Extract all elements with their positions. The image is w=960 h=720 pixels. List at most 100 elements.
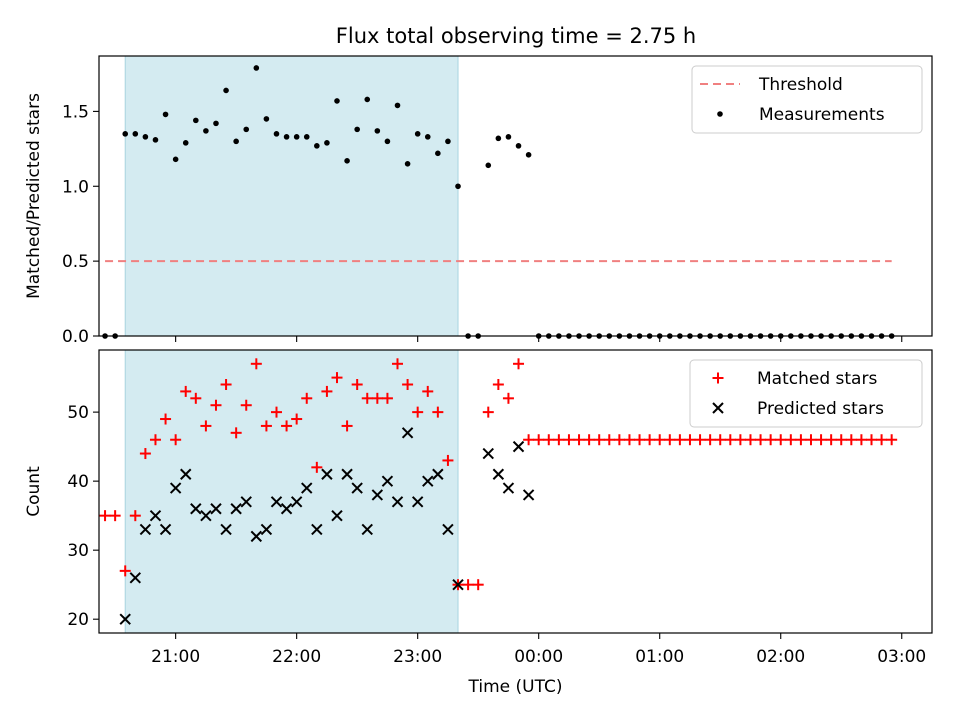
matched-star-point — [381, 392, 393, 404]
top-y-ticks: 0.0 0.5 1.0 1.5 — [62, 102, 99, 347]
matched-star-point — [613, 434, 625, 446]
matched-star-point — [603, 434, 615, 446]
predicted-star-point — [502, 482, 515, 494]
matched-star-point — [432, 406, 444, 418]
measurement-point — [354, 126, 360, 133]
measurement-point — [273, 131, 280, 137]
matched-star-point — [321, 385, 333, 397]
top-observing-span — [124, 55, 459, 337]
matched-star-point — [845, 434, 857, 446]
predicted-star-point — [200, 509, 212, 522]
matched-star-point — [392, 358, 404, 370]
predicted-star-point — [442, 523, 454, 536]
matched-star-point — [281, 420, 293, 432]
measurement-point — [455, 183, 461, 190]
bottom-x-axis-label: Time (UTC) — [468, 677, 563, 697]
predicted-star-point — [341, 468, 353, 480]
predicted-star-point — [290, 496, 303, 508]
predicted-star-point — [301, 482, 313, 494]
matched-star-point — [422, 385, 434, 397]
matched-star-point — [99, 510, 111, 522]
matched-star-point — [543, 434, 555, 446]
matched-star-point — [623, 434, 635, 446]
measurement-point — [283, 134, 290, 140]
matched-star-point — [714, 434, 726, 446]
chart-title: Flux total observing time = 2.75 h — [336, 24, 696, 48]
predicted-star-point — [169, 482, 182, 494]
measurement-point — [364, 96, 371, 103]
measurement-point — [495, 135, 502, 142]
predicted-star-point — [512, 440, 525, 453]
matched-star-point — [170, 434, 182, 446]
matched-star-point — [674, 434, 686, 446]
measurement-point — [334, 98, 340, 104]
matched-star-point — [220, 379, 232, 391]
bottom-x-ticks: 21:00 22:00 23:00 00:00 01:00 02:00 03:00 — [151, 633, 926, 667]
measurement-point — [122, 131, 129, 137]
matched-star-point — [230, 427, 242, 439]
x-tick-label: 01:00 — [635, 647, 684, 667]
bottom-observing-span — [124, 349, 459, 634]
bottom-legend: Matched stars Predicted stars — [689, 359, 923, 428]
bottom-marks — [99, 358, 898, 625]
measurement-point — [182, 140, 189, 146]
legend-box — [691, 65, 923, 134]
matched-star-point — [664, 434, 676, 446]
matched-star-point — [744, 434, 756, 446]
measurement-point — [374, 128, 381, 134]
matched-star-point — [815, 434, 827, 446]
measurement-point — [435, 150, 441, 157]
measurement-point — [193, 117, 199, 124]
matched-star-point — [573, 434, 585, 446]
matched-star-point — [583, 434, 595, 446]
predicted-star-point — [260, 523, 273, 536]
predicted-star-point — [331, 509, 343, 522]
matched-star-point — [301, 392, 313, 404]
matched-star-point — [724, 434, 736, 446]
legend-entry: Matched stars — [712, 369, 877, 389]
matched-star-point — [553, 434, 565, 446]
predicted-star-point — [280, 503, 293, 515]
predicted-star-point — [210, 503, 222, 515]
predicted-star-point — [311, 523, 323, 536]
measurement-point — [505, 134, 512, 140]
measurement-point — [314, 143, 320, 149]
measurement-point — [142, 134, 149, 140]
predicted-star-point — [230, 503, 242, 515]
predicted-star-point — [381, 475, 394, 487]
predicted-star-point — [422, 475, 434, 487]
measurement-point — [404, 161, 411, 167]
bottom-y-axis-label: Count — [24, 466, 44, 517]
matched-star-point — [331, 372, 343, 384]
legend-label: Matched stars — [757, 369, 877, 389]
y-tick-label: 40 — [67, 472, 89, 492]
predicted-star-point — [492, 468, 505, 480]
matched-star-point — [654, 434, 666, 446]
x-tick-label: 22:00 — [272, 647, 321, 667]
matched-star-point — [795, 434, 807, 446]
legend-matched-swatch — [712, 372, 724, 384]
matched-star-point — [129, 510, 141, 522]
legend-entry: Predicted stars — [712, 399, 884, 419]
matched-star-point — [250, 358, 262, 370]
legend-predicted-swatch — [712, 402, 724, 414]
measurement-point — [132, 131, 139, 137]
legend-label: Threshold — [758, 75, 843, 95]
measurement-point — [344, 158, 350, 164]
top-panel: 0.0 0.5 1.0 1.5 Matched/Predicted stars Thr… — [24, 55, 933, 347]
predicted-star-point — [250, 530, 263, 543]
matched-star-point — [109, 510, 121, 522]
matched-star-point — [260, 420, 272, 432]
predicted-star-point — [240, 496, 252, 508]
matched-star-point — [855, 434, 867, 446]
measurement-point — [152, 137, 159, 143]
predicted-star-point — [119, 613, 131, 625]
matched-star-point — [634, 434, 646, 446]
predicted-star-point — [139, 523, 152, 536]
legend-entry: Measurements — [717, 105, 885, 125]
matched-star-point — [563, 434, 575, 446]
matched-star-point — [775, 434, 787, 446]
measurement-point — [213, 120, 219, 127]
matched-star-point — [210, 399, 222, 411]
matched-star-point — [361, 392, 373, 404]
